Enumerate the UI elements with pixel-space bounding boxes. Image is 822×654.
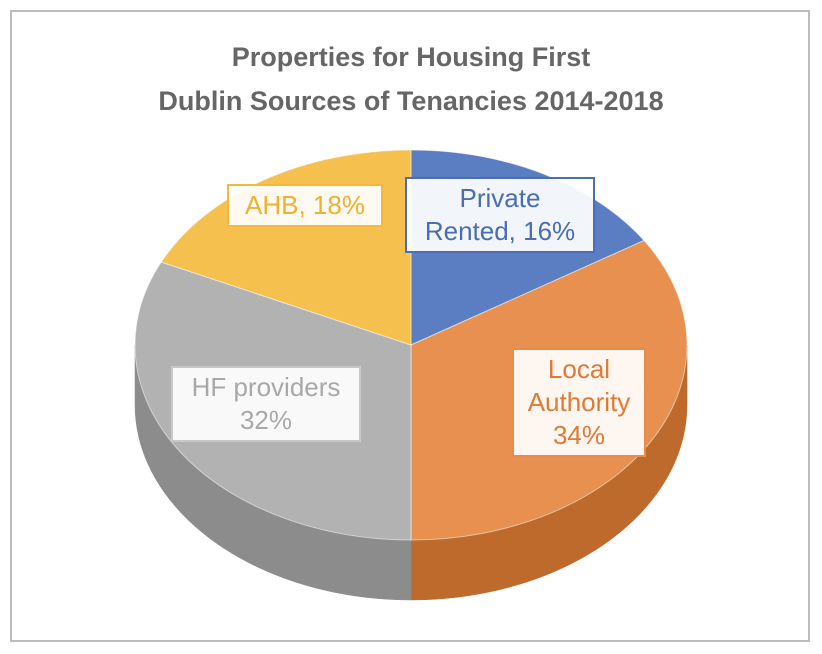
label-private-rented-line-2: Rented, 16% [424, 216, 576, 246]
chart-title-line-1: Properties for Housing First [231, 42, 591, 72]
label-hf-providers-line-1: HF providers [191, 372, 341, 402]
label-local-authority-line-3: 34% [552, 420, 606, 450]
label-local-authority-line-2: Authority [527, 387, 631, 417]
label-local-authority: Local Authority 34% [512, 348, 646, 457]
label-private-rented: Private Rented, 16% [405, 177, 595, 253]
label-ahb: AHB, 18% [227, 184, 383, 227]
chart-title-line-2: Dublin Sources of Tenancies 2014-2018 [158, 86, 664, 116]
label-private-rented-line-1: Private [459, 183, 541, 213]
label-ahb-line-1: AHB, 18% [245, 190, 365, 220]
label-local-authority-line-1: Local [547, 354, 611, 384]
label-hf-providers-line-2: 32% [239, 405, 293, 435]
label-hf-providers: HF providers 32% [171, 366, 361, 442]
